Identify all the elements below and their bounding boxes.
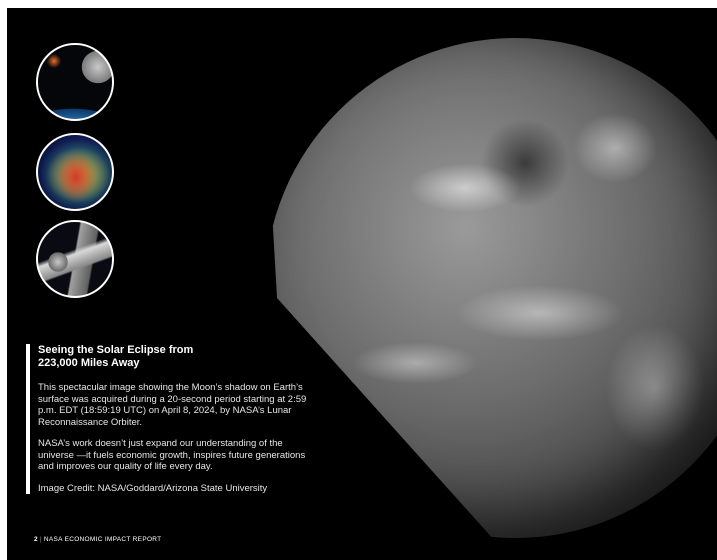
earth-globe-image: [269, 38, 717, 538]
image-credit: Image Credit: NASA/Goddard/Arizona State…: [38, 482, 268, 494]
report-title: NASA ECONOMIC IMPACT REPORT: [43, 536, 162, 543]
thumbnail-moon-earth: [36, 43, 114, 121]
caption-block: Seeing the Solar Eclipse from 223,000 Mi…: [26, 344, 318, 494]
page-footer: 2 | NASA ECONOMIC IMPACT REPORT: [34, 536, 161, 543]
thumbnail-astronaut-spacewalk: [36, 220, 114, 298]
page-number: 2: [34, 536, 38, 543]
caption-paragraph-1: This spectacular image showing the Moon’…: [38, 382, 307, 428]
report-page: Seeing the Solar Eclipse from 223,000 Mi…: [7, 8, 717, 560]
caption-title: Seeing the Solar Eclipse from 223,000 Mi…: [38, 344, 194, 369]
caption-paragraph-2: NASA’s work doesn’t just expand our unde…: [38, 438, 306, 472]
footer-separator: |: [39, 536, 42, 543]
thumbnail-earth-data-map: [36, 133, 114, 211]
